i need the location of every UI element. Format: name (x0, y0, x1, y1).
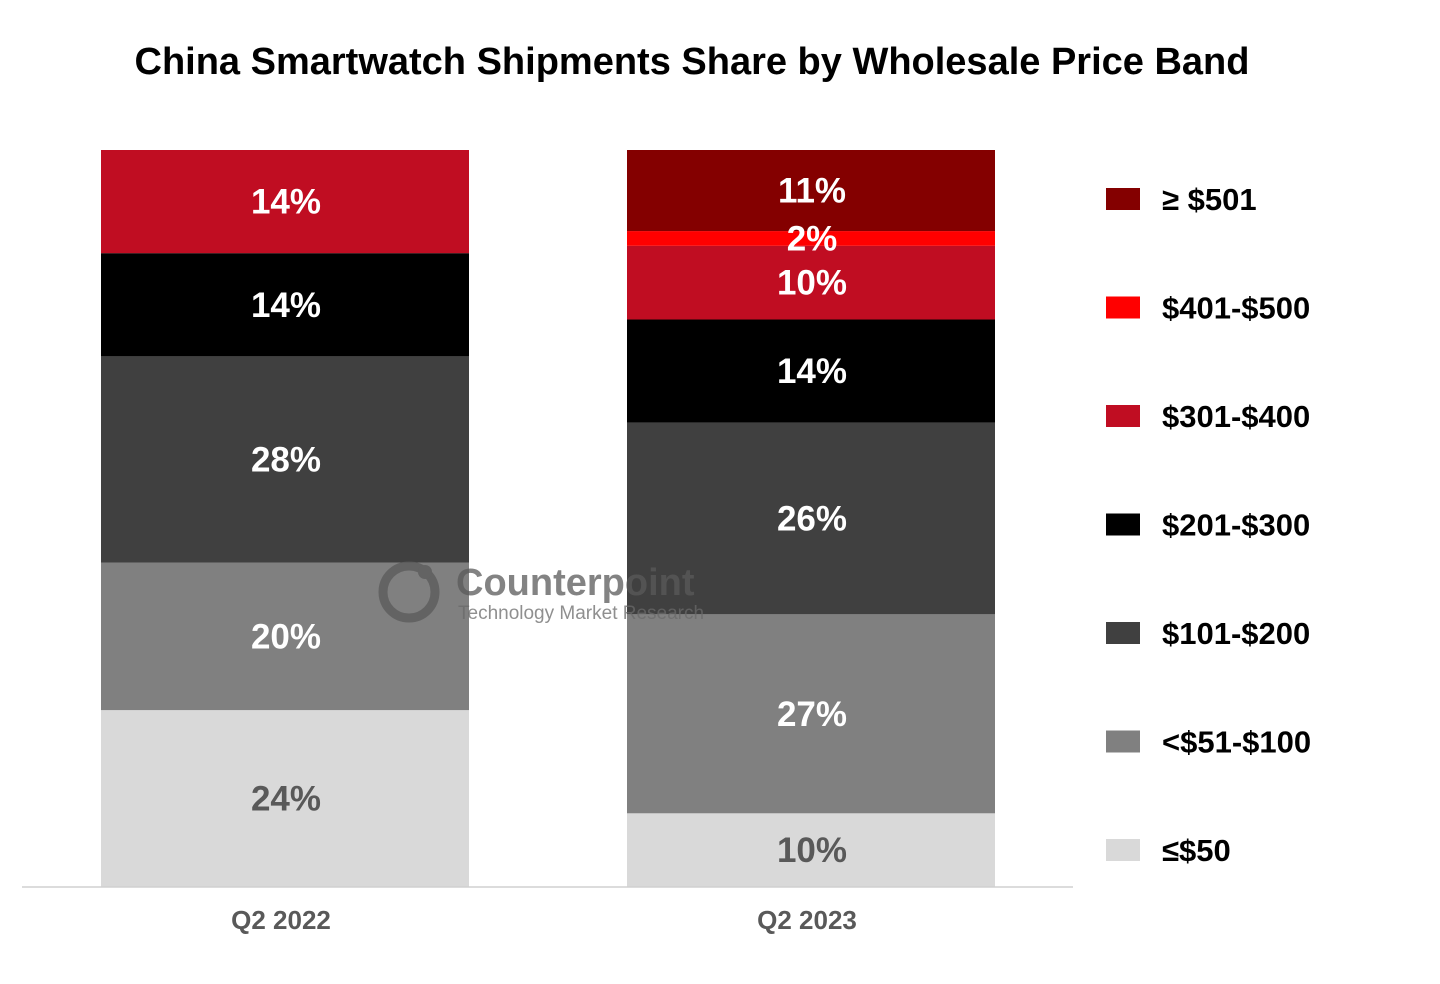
bar-segment (627, 422, 995, 615)
x-axis-ticks: Q2 2022 Q2 2023 (231, 905, 857, 935)
bar-segment (101, 356, 469, 563)
bar-segment (101, 253, 469, 357)
legend-label: $301-$400 (1162, 399, 1310, 434)
data-label: 28% (251, 441, 321, 480)
bar-segment (627, 614, 995, 814)
watermark-tagline: Technology Market Research (458, 603, 704, 624)
data-label: 27% (777, 695, 847, 734)
legend-label: ≥ $501 (1162, 182, 1257, 217)
legend-item: $301-$400 (1106, 399, 1310, 434)
legend-swatch (1106, 839, 1140, 861)
bar-segment (627, 231, 995, 246)
watermark-brand: Counterpoint (456, 562, 695, 604)
legend-item: <$51-$100 (1106, 725, 1311, 760)
watermark-logo-icon (378, 561, 440, 623)
bar-segment (101, 562, 469, 711)
data-label: 24% (251, 780, 321, 819)
bar-segment (101, 150, 469, 254)
data-label: 10% (777, 831, 847, 870)
legend-label: $401-$500 (1162, 291, 1310, 326)
data-label: 10% (777, 264, 847, 303)
chart-title: China Smartwatch Shipments Share by Whol… (135, 41, 1250, 83)
legend-swatch (1106, 296, 1140, 319)
bar-segment (627, 150, 995, 232)
bar-segment (101, 710, 469, 887)
legend-item: ≥ $501 (1106, 182, 1257, 217)
legend-swatch (1106, 188, 1140, 210)
legend-swatch (1106, 622, 1140, 644)
bars: 24% 20% 28% 14% 14% 10% 27% 26% 14% 10% 2% 11% (101, 150, 995, 887)
legend: ≥ $501 $401-$500 $301-$400 $201-$300 $101-$2… (1106, 182, 1311, 868)
bar-segment (627, 245, 995, 320)
x-tick-label: Q2 2023 (757, 905, 857, 935)
legend-label: <$51-$100 (1162, 725, 1311, 760)
data-label: 2% (787, 219, 838, 258)
data-label: 20% (251, 617, 321, 656)
legend-label: ≤$50 (1162, 833, 1231, 868)
legend-swatch (1106, 405, 1140, 427)
data-label: 14% (777, 352, 847, 391)
legend-item: $101-$200 (1106, 616, 1310, 651)
legend-label: $201-$300 (1162, 508, 1310, 543)
data-label: 26% (777, 500, 847, 539)
legend-swatch (1106, 730, 1140, 753)
counterpoint-watermark: Counterpoint Technology Market Research (378, 561, 704, 624)
data-label: 11% (778, 172, 846, 211)
data-label: 14% (251, 286, 321, 325)
bar-segment (627, 319, 995, 423)
legend-label: $101-$200 (1162, 616, 1310, 651)
legend-item: $401-$500 (1106, 291, 1310, 326)
legend-item: $201-$300 (1106, 508, 1310, 543)
x-tick-label: Q2 2022 (231, 905, 331, 935)
legend-item: ≤$50 (1106, 833, 1231, 868)
bar-segment (627, 813, 995, 887)
data-label: 14% (251, 183, 321, 222)
legend-swatch (1106, 513, 1140, 536)
